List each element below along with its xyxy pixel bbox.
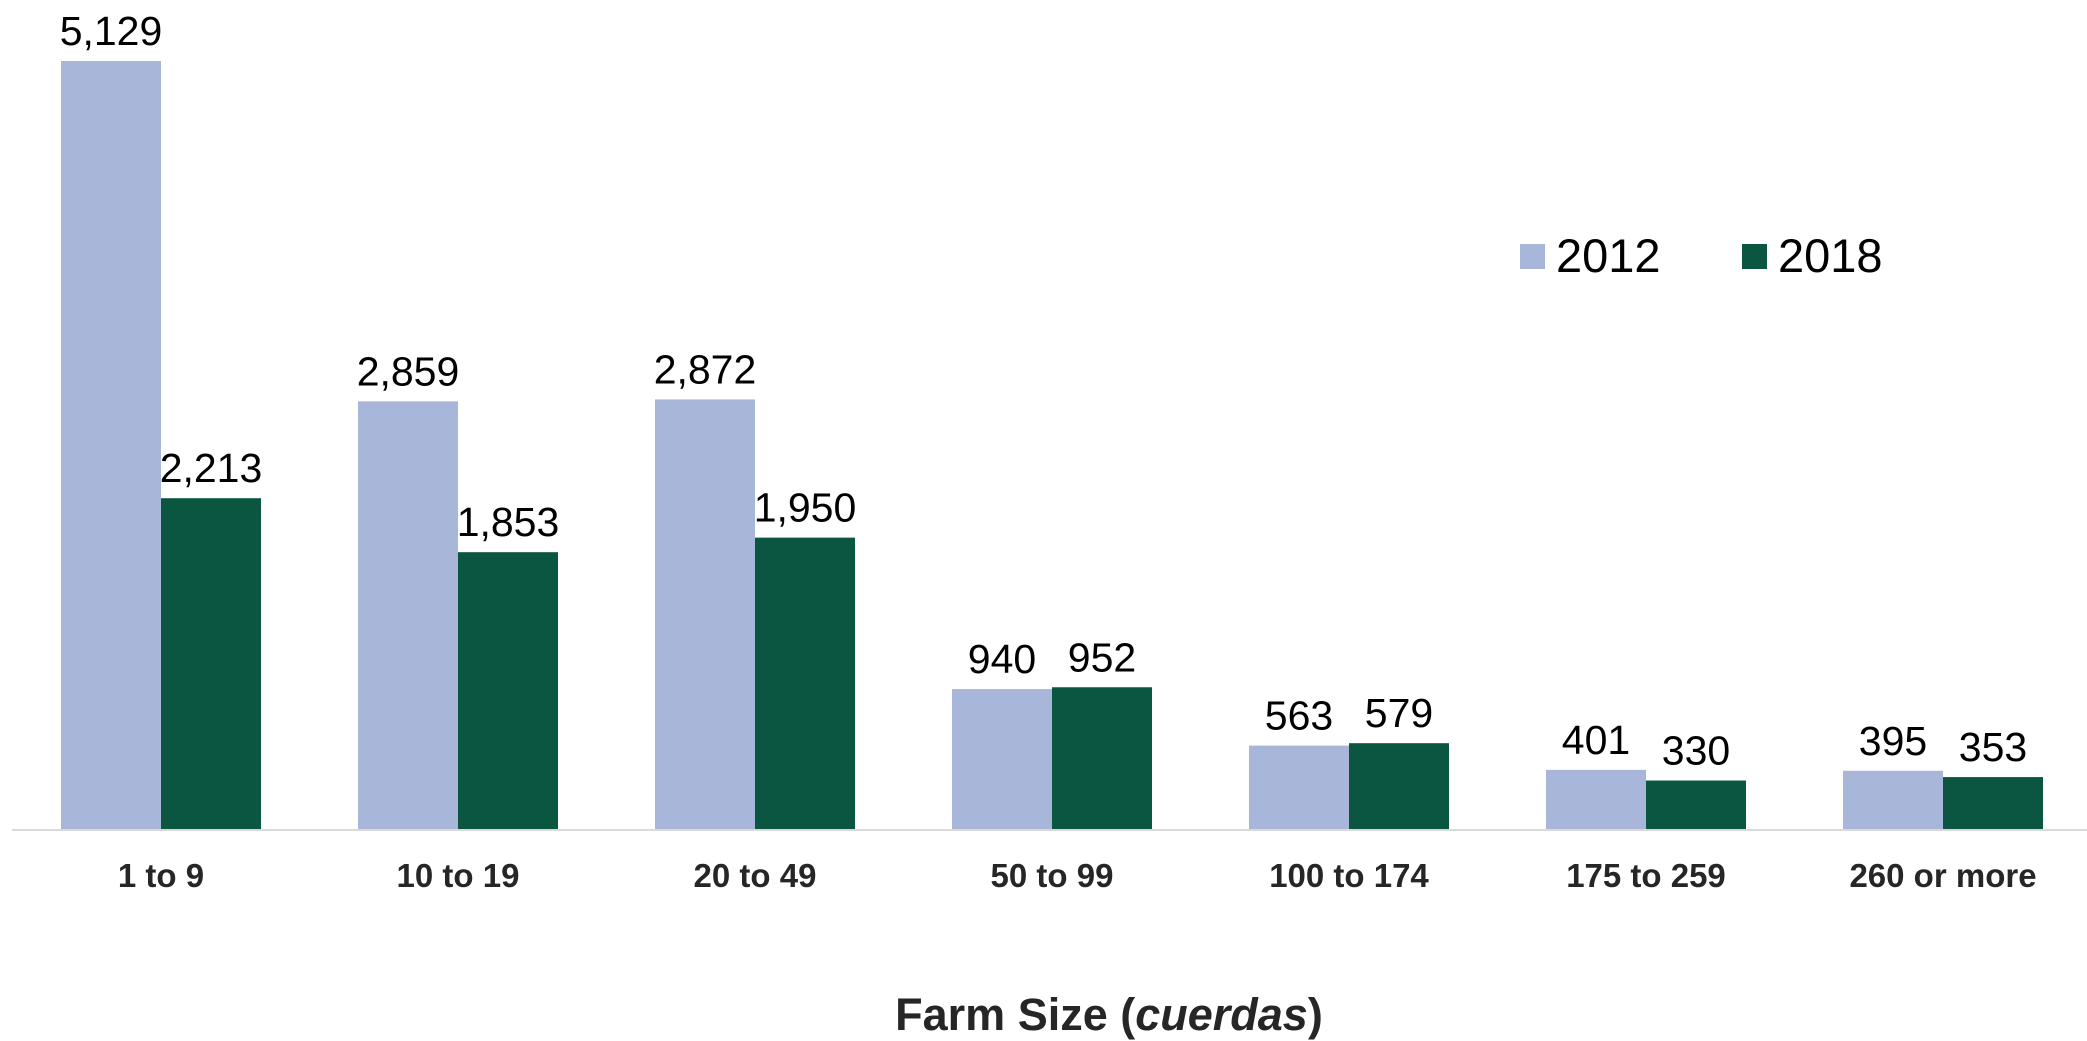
x-tick-10-to-19: 10 to 19 [397, 857, 520, 894]
legend-swatch-2018 [1742, 244, 1767, 269]
value-labels-group: 5,129 2,213 2,859 1,853 2,872 1,950 940 952 563 5… [60, 8, 2028, 774]
bar-2012-260-or-more [1843, 770, 1943, 830]
value-label-2018-1-to-9: 2,213 [160, 445, 263, 491]
value-label-2018-260-or-more: 353 [1959, 724, 2027, 770]
bars-group [61, 61, 2043, 830]
bar-2018-10-to-19 [458, 552, 558, 830]
value-label-2012-50-to-99: 940 [968, 636, 1036, 682]
value-label-2012-1-to-9: 5,129 [60, 8, 163, 54]
bar-2018-1-to-9 [161, 498, 261, 830]
value-label-2012-20-to-49: 2,872 [654, 346, 757, 392]
value-label-2012-100-to-174: 563 [1265, 693, 1333, 739]
value-label-2012-10-to-19: 2,859 [357, 348, 460, 394]
x-tick-50-to-99: 50 to 99 [991, 857, 1114, 894]
x-axis-title-italic: cuerdas [1135, 989, 1308, 1040]
bar-2018-260-or-more [1943, 777, 2043, 830]
x-tick-1-to-9: 1 to 9 [118, 857, 204, 894]
value-label-2018-100-to-174: 579 [1365, 690, 1433, 736]
bar-2012-100-to-174 [1249, 745, 1349, 830]
bar-2018-20-to-49 [755, 537, 855, 830]
bar-2012-50-to-99 [952, 689, 1052, 830]
x-axis-title-suffix: ) [1308, 989, 1323, 1040]
x-tick-20-to-49: 20 to 49 [694, 857, 817, 894]
legend-label-2018: 2018 [1778, 229, 1883, 282]
value-label-2012-175-to-259: 401 [1562, 717, 1630, 763]
bar-2012-10-to-19 [358, 401, 458, 830]
bar-2012-20-to-49 [655, 399, 755, 830]
bar-2018-175-to-259 [1646, 780, 1746, 830]
value-label-2012-260-or-more: 395 [1859, 718, 1927, 764]
bar-2012-1-to-9 [61, 61, 161, 830]
x-tick-100-to-174: 100 to 174 [1269, 857, 1429, 894]
bar-2018-100-to-174 [1349, 743, 1449, 830]
x-tick-175-to-259: 175 to 259 [1566, 857, 1726, 894]
legend-swatch-2012 [1520, 244, 1545, 269]
x-axis-title-prefix: Farm Size ( [895, 989, 1135, 1040]
value-label-2018-10-to-19: 1,853 [457, 499, 560, 545]
x-tick-260-or-more: 260 or more [1849, 857, 2036, 894]
value-label-2018-175-to-259: 330 [1662, 728, 1730, 774]
bar-2018-50-to-99 [1052, 687, 1152, 830]
x-tick-labels: 1 to 9 10 to 19 20 to 49 50 to 99 100 to 174… [118, 857, 2037, 894]
legend-label-2012: 2012 [1556, 229, 1661, 282]
value-label-2018-20-to-49: 1,950 [754, 485, 857, 531]
legend: 2012 2018 [1520, 229, 1883, 282]
value-label-2018-50-to-99: 952 [1068, 634, 1136, 680]
bar-2012-175-to-259 [1546, 769, 1646, 830]
x-axis-title: Farm Size (cuerdas) [895, 989, 1323, 1040]
